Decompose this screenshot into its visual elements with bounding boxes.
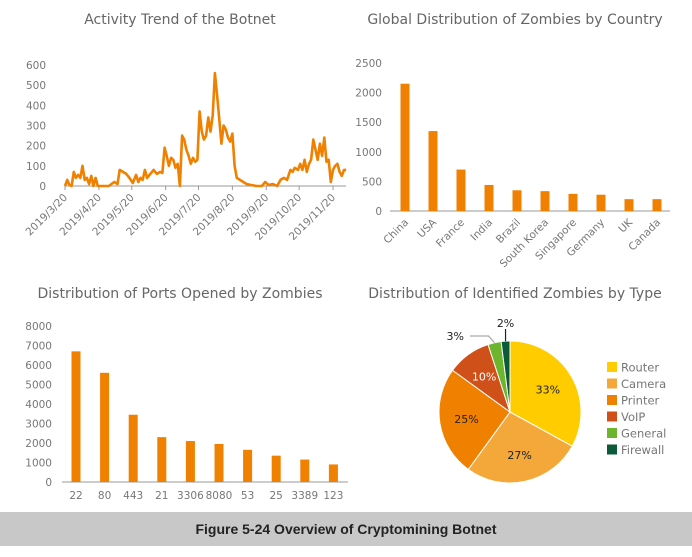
legend-swatch-voip [607, 411, 617, 422]
legend-swatch-router [607, 362, 617, 372]
y-tick-label: 300 [26, 121, 46, 133]
bar-canada [652, 199, 662, 211]
legend-label: VoIP [621, 410, 645, 424]
bar-uk [624, 199, 634, 211]
x-tick-label: 123 [323, 490, 343, 502]
bar-usa [428, 131, 438, 211]
x-tick-label: 3306 [177, 490, 204, 502]
y-tick-label: 2000 [355, 88, 382, 100]
bar-123 [328, 464, 338, 482]
pie-slice-printer [438, 369, 511, 471]
y-tick-label: 2000 [25, 438, 52, 450]
chart-title: Distribution of Identified Zombies by Ty… [368, 286, 661, 302]
pie-label: 10% [472, 370, 496, 383]
bar-21 [157, 437, 167, 482]
legend-label: Firewall [621, 443, 664, 457]
bar-singapore [568, 193, 578, 211]
pie-label: 3% [447, 330, 464, 343]
x-tick-label: China [381, 217, 411, 247]
bar-443 [128, 414, 138, 482]
legend-swatch-general [607, 428, 617, 438]
y-tick-label: 5000 [25, 380, 52, 392]
legend-label: Printer [621, 394, 660, 408]
y-tick-label: 1000 [355, 147, 382, 159]
y-tick-label: 500 [362, 176, 382, 188]
x-tick-label: 80 [98, 490, 111, 502]
bar-3306 [185, 441, 195, 482]
bar-south-korea [540, 191, 550, 211]
y-tick-label: 0 [39, 181, 46, 193]
y-tick-label: 7000 [25, 341, 52, 353]
y-tick-label: 600 [26, 60, 46, 72]
y-tick-label: 200 [26, 141, 46, 153]
x-tick-label: 8080 [206, 490, 233, 502]
activity-line [63, 71, 347, 188]
legend-swatch-printer [607, 395, 617, 405]
y-tick-label: 2500 [355, 58, 382, 70]
dashboard-charts: Activity Trend of the Botnet Global Distr… [24, 12, 670, 502]
bar-53 [243, 449, 253, 482]
pie-label: 33% [536, 384, 560, 397]
y-tick-label: 6000 [25, 360, 52, 372]
bar-3389 [300, 459, 310, 482]
leader-line [470, 335, 495, 344]
y-tick-label: 0 [375, 206, 382, 218]
x-tick-label: 22 [69, 490, 82, 502]
legend-swatch-firewall [607, 444, 617, 455]
pie-label: 27% [507, 449, 531, 462]
y-tick-label: 1500 [355, 117, 382, 129]
bar-25 [271, 455, 281, 482]
x-tick-label: 21 [155, 490, 168, 502]
pie-label: 2% [497, 317, 514, 330]
chart-title: Activity Trend of the Botnet [84, 12, 276, 28]
bar-brazil [512, 190, 522, 211]
bar-india [484, 184, 494, 211]
chart-title: Distribution of Ports Opened by Zombies [37, 286, 322, 302]
pie-label: 25% [454, 413, 478, 426]
bar-80 [100, 372, 110, 482]
bar-8080 [214, 443, 224, 482]
x-tick-label: France [434, 217, 467, 250]
bar-france [456, 169, 466, 211]
x-tick-label: 443 [123, 490, 143, 502]
x-tick-label: 53 [241, 490, 254, 502]
pie-slice-router [509, 340, 582, 447]
y-tick-label: 100 [26, 161, 46, 173]
x-tick-label: 3389 [291, 490, 318, 502]
legend-swatch-camera [607, 378, 617, 389]
chart-title: Global Distribution of Zombies by Countr… [367, 12, 662, 28]
pie-slice-firewall [500, 340, 511, 413]
bar-22 [71, 351, 81, 482]
legend-label: Router [621, 361, 659, 375]
x-tick-label: USA [415, 216, 439, 240]
y-tick-label: 3000 [25, 419, 52, 431]
x-tick-label: UK [616, 216, 636, 236]
y-tick-label: 400 [26, 100, 46, 112]
figure-caption: Figure 5-24 Overview of Cryptomining Bot… [0, 512, 692, 546]
x-tick-label: 25 [270, 490, 283, 502]
y-tick-label: 4000 [25, 399, 52, 411]
legend-label: General [621, 427, 666, 441]
pie-slice-camera [467, 411, 573, 484]
y-tick-label: 8000 [25, 321, 52, 333]
bar-germany [596, 194, 606, 211]
y-tick-label: 1000 [25, 458, 52, 470]
bar-china [400, 83, 410, 211]
y-tick-label: 0 [45, 477, 52, 489]
x-tick-label: India [468, 217, 495, 244]
y-tick-label: 500 [26, 80, 46, 92]
legend-label: Camera [621, 377, 666, 391]
